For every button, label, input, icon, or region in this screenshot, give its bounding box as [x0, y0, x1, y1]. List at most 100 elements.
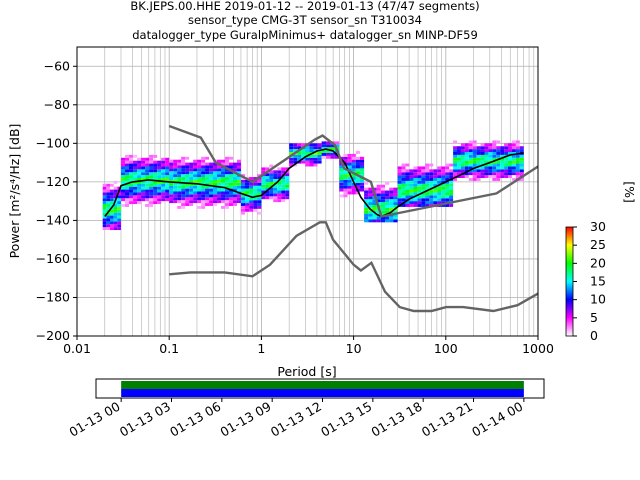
psd-cell	[449, 180, 454, 184]
psd-cell	[145, 183, 150, 187]
psd-cell	[500, 172, 505, 176]
psd-cell	[441, 204, 446, 207]
psd-cell	[484, 143, 489, 147]
psd-cell	[165, 186, 170, 190]
psd-cell	[149, 189, 154, 193]
psd-cell	[421, 175, 426, 179]
psd-cell	[484, 152, 489, 155]
psd-cell	[133, 183, 138, 187]
psd-cell	[289, 157, 294, 161]
psd-cell	[397, 198, 402, 202]
psd-cell	[480, 172, 485, 176]
psd-cell	[169, 165, 174, 169]
psd-cell	[364, 199, 369, 203]
psd-cell	[389, 202, 394, 205]
psd-cell	[197, 179, 202, 183]
psd-cell	[153, 163, 158, 167]
psd-cell	[277, 196, 282, 200]
psd-cell	[205, 191, 210, 195]
psd-cell	[351, 174, 356, 178]
psd-cell	[347, 188, 352, 192]
psd-cell	[380, 184, 386, 188]
psd-cell	[161, 175, 166, 179]
psd-cell	[364, 204, 369, 208]
psd-cell	[453, 140, 458, 144]
psd-cell	[173, 188, 178, 192]
psd-cell	[339, 188, 344, 192]
psd-cell	[421, 189, 426, 193]
psd-cell	[405, 163, 410, 167]
chart-title: BK.JEPS.00.HHE 2019-01-12 -- 2019-01-13 …	[130, 0, 479, 42]
timeline-bar-used	[121, 381, 524, 389]
psd-cell	[413, 186, 418, 190]
psd-cell	[326, 152, 331, 156]
psd-cell	[120, 175, 126, 179]
psd-cell	[508, 152, 512, 155]
psd-cell	[281, 187, 286, 191]
psd-cell	[376, 184, 381, 188]
psd-cell	[133, 192, 138, 196]
psd-cell	[201, 165, 206, 169]
psd-cell	[405, 195, 410, 199]
psd-cell	[209, 182, 214, 186]
psd-cell	[137, 166, 142, 170]
psd-cell	[433, 198, 438, 202]
psd-cell	[110, 218, 114, 222]
psd-cell	[228, 197, 233, 201]
psd-cell	[281, 184, 286, 188]
psd-cell	[129, 163, 134, 167]
psd-cell	[157, 183, 162, 187]
psd-cell	[145, 204, 150, 207]
psd-cell	[225, 177, 229, 180]
psd-cell	[372, 204, 377, 208]
psd-cell	[225, 194, 229, 198]
x-axis-ticks: 0.01 0.1 1 10 100 1000	[63, 336, 554, 356]
psd-cell	[301, 143, 306, 147]
psd-cell	[376, 190, 381, 194]
psd-cell	[484, 172, 489, 176]
psd-cell	[389, 190, 394, 194]
psd-cell	[413, 172, 418, 176]
psd-cell	[519, 157, 524, 161]
psd-cell	[125, 169, 130, 173]
psd-cell	[145, 195, 150, 199]
psd-cell	[293, 154, 298, 158]
psd-cell	[185, 200, 190, 204]
psd-cell	[236, 177, 241, 180]
psd-cell	[129, 169, 134, 173]
psd-cell	[405, 201, 410, 205]
psd-cell	[460, 149, 465, 153]
psd-cell	[193, 174, 198, 178]
psd-cell	[289, 143, 294, 147]
psd-cell	[149, 180, 154, 184]
psd-cell	[236, 188, 241, 192]
psd-cell	[225, 188, 229, 192]
psd-cell	[236, 162, 241, 166]
psd-cell	[209, 179, 214, 183]
psd-cell	[221, 162, 226, 166]
psd-cell	[261, 178, 266, 182]
psd-cell	[221, 194, 226, 198]
psd-cell	[421, 180, 426, 184]
psd-cell	[102, 183, 107, 187]
psd-cell	[181, 168, 186, 172]
psd-cell	[397, 192, 402, 196]
psd-cell	[372, 187, 377, 191]
psd-cell	[193, 200, 198, 204]
psd-cell	[193, 159, 198, 163]
psd-cell	[189, 165, 194, 169]
psd-cell	[253, 191, 258, 195]
psd-cell	[433, 178, 438, 181]
psd-cell	[351, 191, 356, 195]
psd-cell	[413, 183, 418, 187]
psd-cell	[409, 192, 414, 196]
psd-cell	[385, 204, 390, 208]
psd-cell	[181, 191, 186, 195]
psd-cell	[385, 210, 390, 214]
psd-cell	[189, 174, 194, 178]
psd-cell	[464, 157, 469, 161]
psd-cell	[197, 205, 202, 209]
psd-cell	[145, 160, 150, 164]
psd-cell	[508, 149, 512, 153]
psd-cell	[102, 224, 107, 228]
